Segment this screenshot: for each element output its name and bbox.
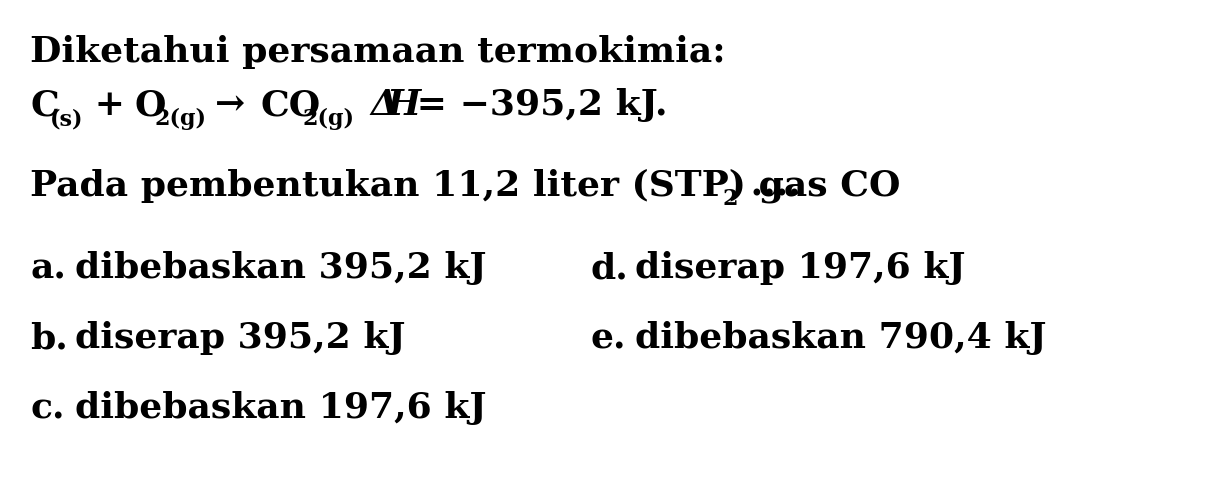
Text: →: → (215, 88, 245, 122)
Text: b.: b. (30, 321, 68, 355)
Text: = −395,2 kJ.: = −395,2 kJ. (404, 88, 668, 122)
Text: dibebaskan 790,4 kJ: dibebaskan 790,4 kJ (635, 321, 1046, 355)
Text: H: H (387, 88, 421, 122)
Text: diserap 197,6 kJ: diserap 197,6 kJ (635, 251, 966, 285)
Text: d.: d. (590, 251, 628, 285)
Text: c.: c. (30, 391, 64, 425)
Text: a.: a. (30, 251, 65, 285)
Text: Diketahui persamaan termokimia:: Diketahui persamaan termokimia: (30, 35, 726, 69)
Text: ....: .... (738, 168, 801, 202)
Text: C: C (30, 88, 58, 122)
Text: diserap 395,2 kJ: diserap 395,2 kJ (75, 321, 406, 355)
Text: 2(g): 2(g) (302, 108, 354, 130)
Text: (s): (s) (50, 108, 84, 130)
Text: 2: 2 (722, 188, 737, 210)
Text: 2(g): 2(g) (155, 108, 207, 130)
Text: Δ: Δ (370, 88, 398, 122)
Text: Pada pembentukan 11,2 liter (STP) gas CO: Pada pembentukan 11,2 liter (STP) gas CO (30, 168, 901, 203)
Text: +: + (82, 88, 138, 122)
Text: dibebaskan 395,2 kJ: dibebaskan 395,2 kJ (75, 251, 486, 285)
Text: dibebaskan 197,6 kJ: dibebaskan 197,6 kJ (75, 391, 486, 425)
Text: CO: CO (261, 88, 320, 122)
Text: e.: e. (590, 321, 625, 355)
Text: O: O (135, 88, 166, 122)
